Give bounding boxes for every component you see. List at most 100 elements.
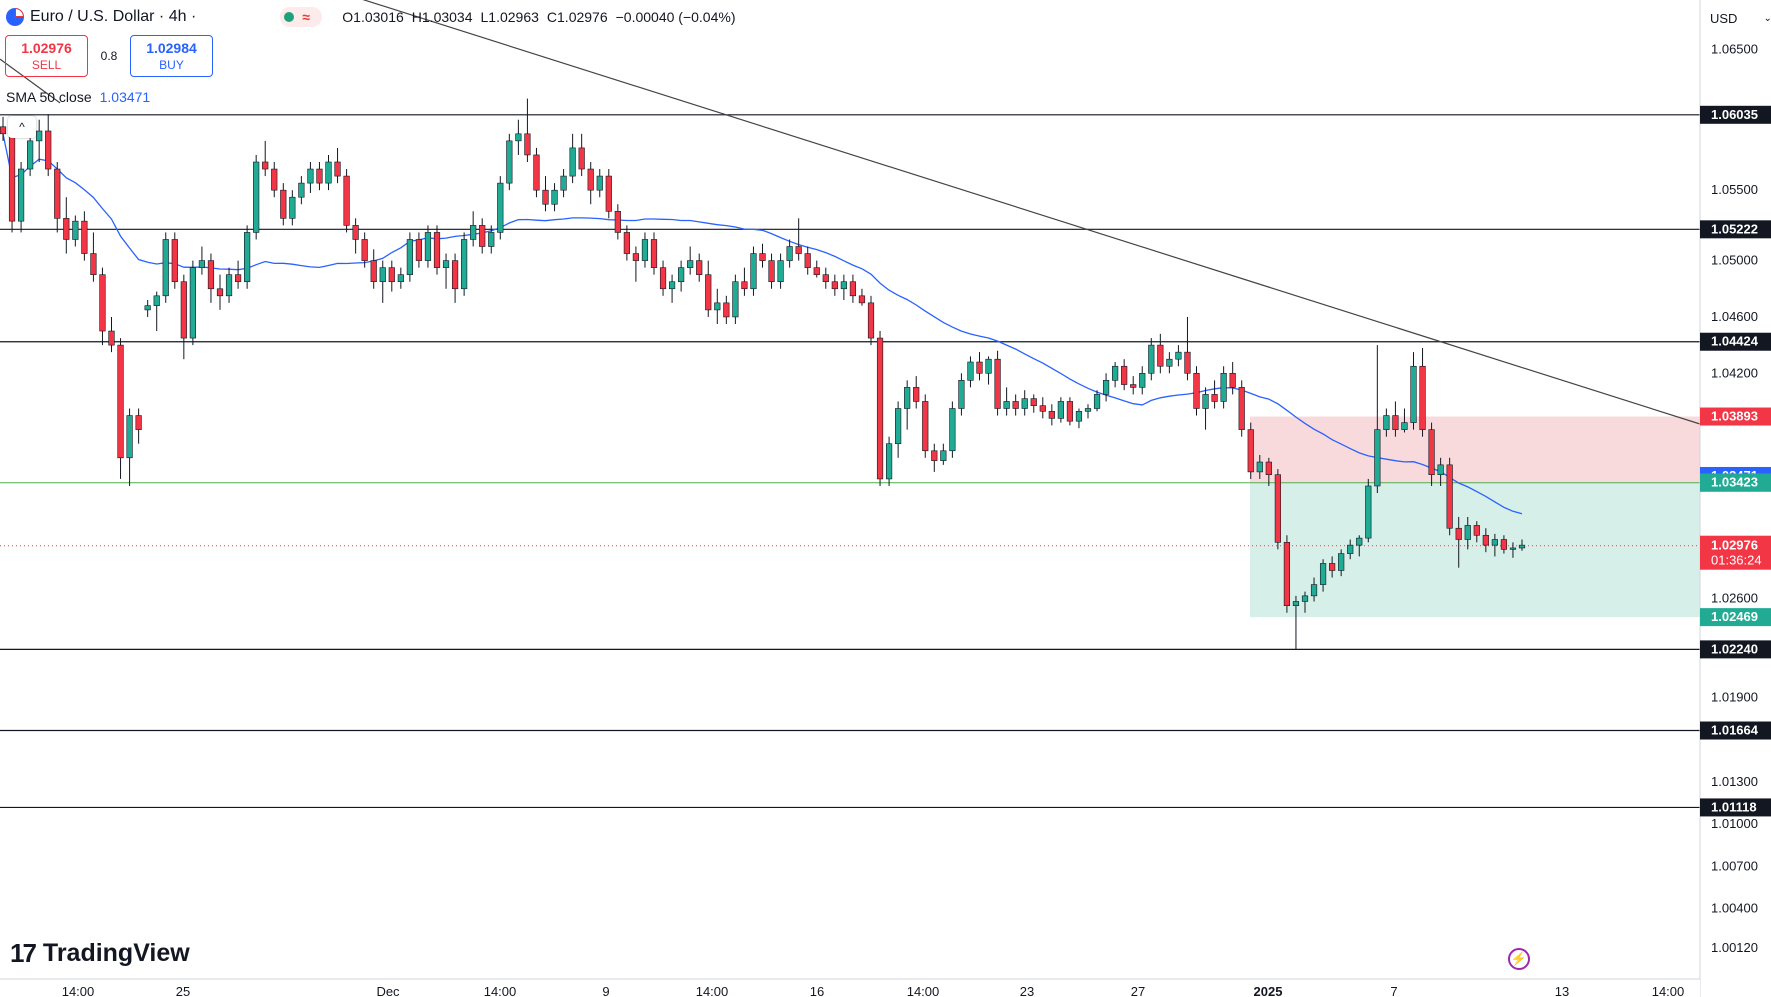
candle-body — [1301, 595, 1309, 602]
candle — [885, 436, 893, 486]
candle — [388, 260, 395, 292]
candle-body — [831, 281, 838, 290]
candle-body — [99, 274, 106, 332]
price-tick-label: 1.01900 — [1711, 689, 1758, 704]
candle — [759, 243, 766, 268]
candle-body — [958, 380, 965, 409]
sell-button[interactable]: 1.02976 SELL — [5, 35, 88, 77]
level-price-badge-bg — [1700, 105, 1771, 124]
time-tick-label: 23 — [1020, 984, 1034, 997]
candle — [1338, 549, 1345, 577]
candle — [442, 253, 450, 289]
candle-body — [144, 305, 151, 311]
candle — [1084, 404, 1092, 419]
candle — [1247, 422, 1254, 479]
candle-body — [1012, 401, 1019, 409]
candle — [1356, 535, 1363, 557]
bar-countdown-text: 01:36:24 — [1711, 553, 1762, 568]
level-price-badge: 1.01118 — [1700, 798, 1771, 817]
tradingview-logo[interactable]: 17 TradingView — [10, 938, 190, 969]
ohlc-close: C1.02976 — [546, 9, 608, 25]
candle — [207, 253, 215, 303]
candle — [343, 169, 350, 233]
candle-body — [1464, 525, 1471, 540]
candle-body — [822, 274, 829, 283]
price-tick-label: 1.00120 — [1711, 940, 1758, 955]
candle — [316, 161, 323, 191]
candle — [1329, 556, 1336, 578]
price-tick-label: 1.00400 — [1711, 901, 1758, 916]
candle — [1419, 347, 1426, 437]
level-price-badge-text: 1.05222 — [1711, 221, 1758, 236]
left-trendline[interactable] — [0, 58, 61, 104]
time-tick-label: 14:00 — [1652, 984, 1685, 997]
candle — [1374, 345, 1381, 494]
take-profit-zone[interactable] — [1250, 482, 1700, 618]
candle-body — [108, 330, 115, 346]
candle-body — [72, 220, 79, 240]
target-price-badge-text: 1.02469 — [1711, 609, 1758, 624]
candle — [45, 114, 52, 177]
collapse-legend-chevron-up-icon[interactable]: ^ — [8, 116, 36, 138]
candle — [0, 116, 7, 141]
sma-legend[interactable]: SMA 50 close 1.03471 — [6, 89, 150, 105]
candle — [985, 356, 992, 385]
candle-body — [1365, 485, 1372, 539]
candle — [54, 161, 61, 233]
candle-body — [189, 267, 196, 339]
candle-body — [497, 182, 504, 233]
candle-body — [967, 361, 974, 381]
candle-body — [705, 274, 712, 311]
candle-body — [370, 260, 377, 283]
candle — [696, 253, 703, 282]
candle-body — [777, 260, 784, 283]
tradingview-wordmark: TradingView — [42, 939, 190, 967]
price-tick-label: 1.00700 — [1711, 858, 1758, 873]
level-price-badge-text: 1.04424 — [1711, 334, 1759, 349]
market-status-pill[interactable]: ≈ — [280, 7, 323, 27]
candle — [397, 267, 404, 289]
candle-body — [1374, 429, 1381, 487]
candle-body — [786, 246, 793, 261]
candle — [1347, 539, 1354, 560]
candle-body — [1347, 544, 1354, 554]
candle — [379, 260, 386, 303]
candle — [723, 295, 730, 324]
candle-body — [1139, 372, 1146, 388]
candle — [1274, 469, 1281, 550]
candle-body — [533, 154, 540, 191]
lightning-icon[interactable]: ⚡ — [1508, 948, 1530, 970]
stop-price-badge-bg — [1700, 407, 1771, 426]
candle — [1148, 338, 1155, 381]
candle-body — [1446, 464, 1453, 529]
stop-price-badge: 1.03893 — [1700, 407, 1771, 426]
candle — [705, 260, 712, 317]
candle — [470, 211, 477, 247]
candle — [949, 401, 956, 458]
candle-body — [623, 232, 630, 254]
time-axis[interactable] — [0, 979, 1700, 997]
candle — [497, 176, 504, 240]
buy-button[interactable]: 1.02984 BUY — [130, 35, 213, 77]
candle-body — [1410, 365, 1417, 423]
candle-body — [1093, 394, 1101, 409]
candle-body — [135, 415, 142, 430]
candle — [1473, 521, 1480, 543]
candle — [63, 197, 70, 254]
candle-body — [298, 182, 305, 198]
candle — [488, 225, 495, 254]
symbol-title[interactable]: Euro / U.S. Dollar · 4h · — [30, 8, 197, 25]
time-tick-label: 14:00 — [62, 984, 95, 997]
candle — [976, 352, 983, 381]
candle — [1003, 387, 1010, 416]
candle-body — [180, 281, 187, 339]
price-axis[interactable] — [1700, 0, 1771, 997]
candle — [289, 190, 296, 226]
candle-body — [994, 358, 1001, 409]
stop-loss-zone[interactable] — [1250, 416, 1700, 483]
currency-selector[interactable]: USD ⌄ — [1700, 5, 1771, 31]
descending-trendline[interactable] — [320, 0, 1701, 425]
sma-50-line[interactable] — [2, 133, 1523, 515]
candle — [1102, 373, 1110, 402]
